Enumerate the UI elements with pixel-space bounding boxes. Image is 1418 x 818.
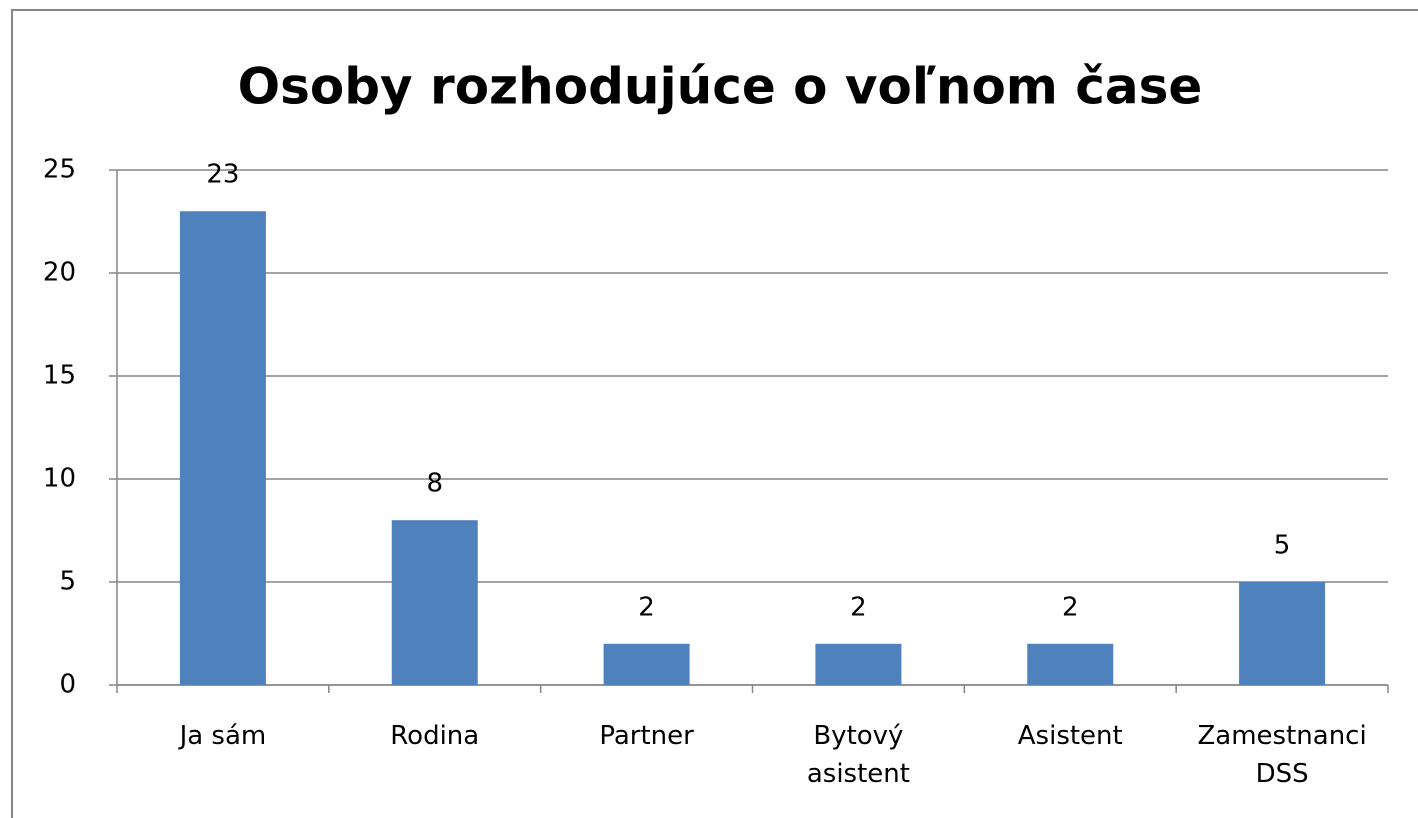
bar bbox=[603, 643, 690, 685]
x-tick-label: Bytový asistent bbox=[806, 721, 910, 789]
x-tick-label: Ja sám bbox=[179, 721, 267, 751]
data-label: 23 bbox=[206, 160, 239, 190]
y-tick-label: 0 bbox=[59, 670, 76, 700]
data-label: 8 bbox=[426, 469, 443, 499]
y-tick-label: 5 bbox=[59, 567, 76, 597]
x-tick-label: Asistent bbox=[1017, 721, 1123, 751]
bar bbox=[179, 211, 266, 685]
y-tick-label: 10 bbox=[43, 464, 76, 494]
x-tick-label: Rodina bbox=[390, 721, 480, 751]
data-label: 5 bbox=[1274, 531, 1291, 561]
y-tick-label: 25 bbox=[43, 155, 76, 185]
x-tick-label: Partner bbox=[599, 721, 694, 751]
bar bbox=[815, 643, 902, 685]
bar bbox=[1027, 643, 1114, 685]
bar bbox=[1239, 582, 1326, 685]
y-tick-label: 15 bbox=[43, 361, 76, 391]
x-tick-label: Zamestnanci DSS bbox=[1197, 721, 1367, 789]
chart-title: Osoby rozhodujúce o voľnom čase bbox=[238, 58, 1203, 116]
data-label: 2 bbox=[638, 592, 655, 622]
y-tick-label: 20 bbox=[43, 258, 76, 288]
data-label: 2 bbox=[850, 592, 867, 622]
data-label: 2 bbox=[1062, 592, 1079, 622]
bar bbox=[391, 520, 478, 685]
